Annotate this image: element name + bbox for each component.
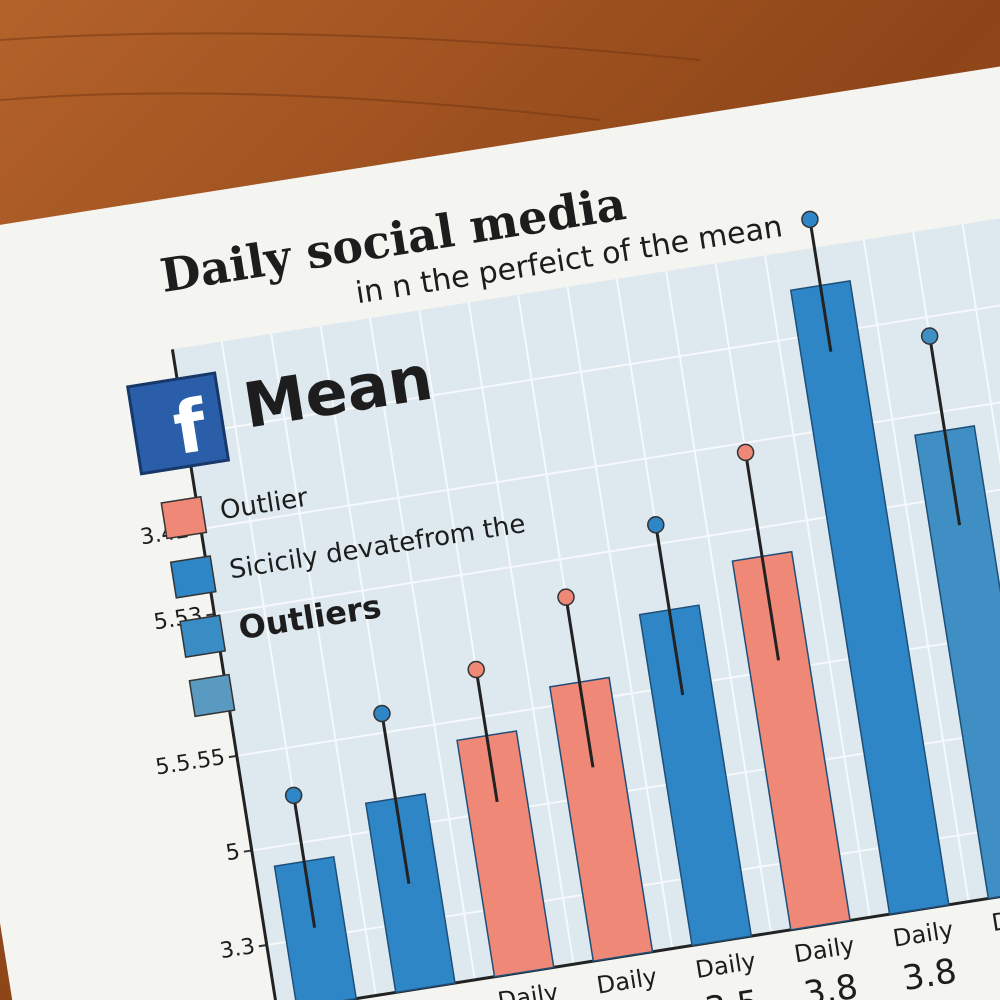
- legend-swatch: [188, 673, 236, 718]
- error-bar: [474, 669, 499, 803]
- error-cap: [557, 588, 575, 606]
- error-cap: [736, 443, 755, 462]
- y-tick-label: 3.3: [218, 934, 256, 964]
- error-cap: [373, 704, 391, 723]
- error-cap: [284, 786, 303, 805]
- error-bar: [564, 596, 595, 768]
- error-bar: [380, 713, 411, 884]
- error-cap: [920, 327, 939, 345]
- error-cap: [467, 660, 485, 679]
- grid-line-vertical: [566, 286, 674, 949]
- error-bar: [744, 452, 781, 661]
- grid-line-vertical: [270, 333, 377, 996]
- grid-line-vertical: [368, 317, 476, 981]
- paper: Daily social media in n the perfeict of …: [0, 54, 1000, 1000]
- grid-line-vertical: [467, 302, 575, 965]
- legend-icon-box: [125, 371, 231, 476]
- legend-swatch: [179, 614, 227, 658]
- grid-line-vertical: [862, 239, 970, 902]
- plot-area: 03.355.5.555.533.4255Daily1.6Daily2.5Dai…: [125, 208, 1000, 1000]
- error-bar: [654, 524, 685, 696]
- error-bar: [292, 795, 317, 928]
- error-cap: [801, 210, 819, 229]
- legend-swatch: [160, 495, 208, 540]
- y-tick-label: 5: [224, 839, 242, 866]
- error-bar: [928, 335, 962, 526]
- grid-line-vertical: [764, 255, 871, 918]
- grid-line-vertical: [665, 271, 773, 934]
- grid-line: [185, 292, 1000, 436]
- legend-swatch: [169, 555, 217, 599]
- x-tick-label: Daily: [990, 900, 1000, 937]
- error-bar: [808, 219, 833, 352]
- x-sublabel: 3.8: [900, 951, 960, 999]
- error-cap: [647, 516, 665, 534]
- grid-line-vertical: [961, 224, 1000, 887]
